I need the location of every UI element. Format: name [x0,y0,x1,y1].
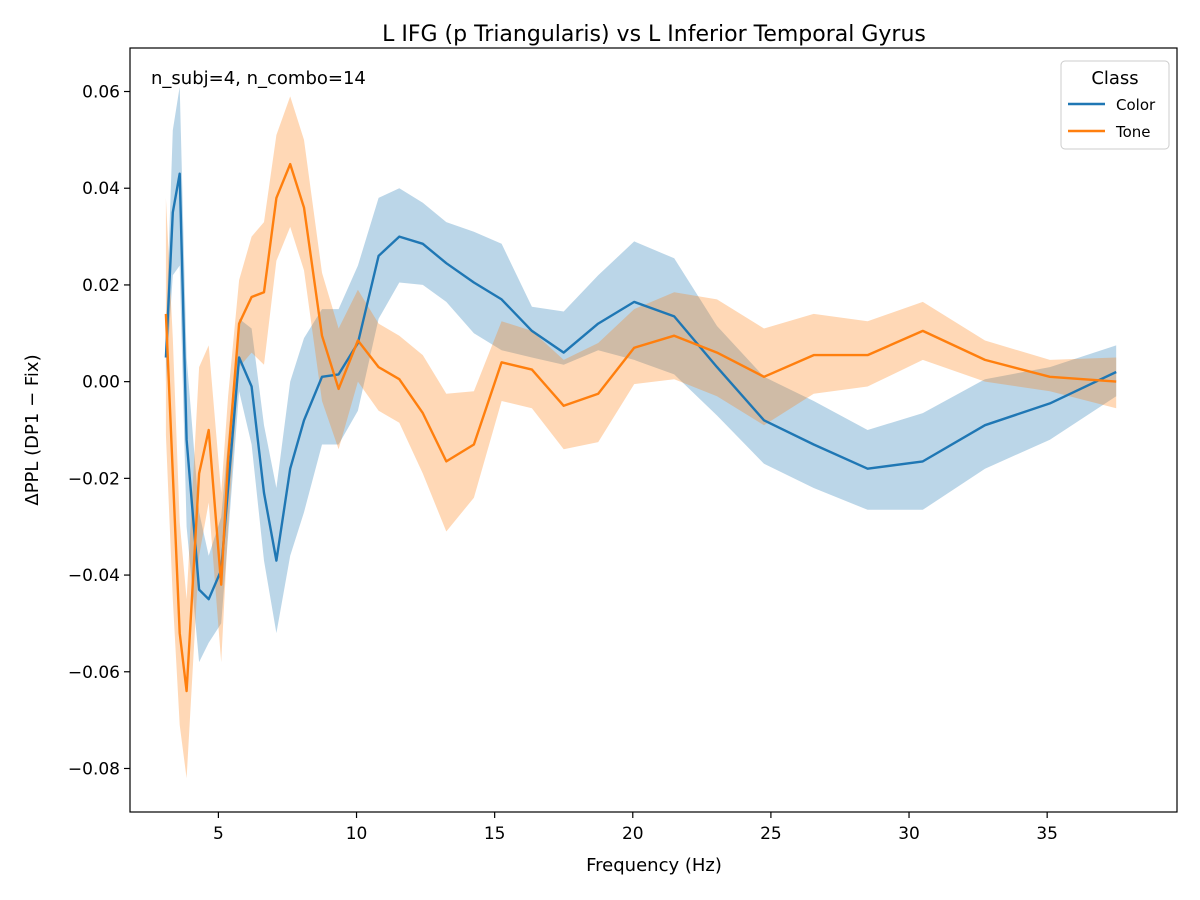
y-axis-ticks: −0.08 −0.06 −0.04 −0.02 0.00 0.02 0.04 0.06 [68,83,130,779]
series-line-color [164,172,1117,601]
sample-annotation: n_subj=4, n_combo=14 [151,68,366,89]
x-tick-label: 30 [898,824,920,844]
x-tick-label: 25 [760,824,782,844]
x-axis-label: Frequency (Hz) [586,855,722,876]
x-tick-label: 20 [622,824,644,844]
chart-title: L IFG (p Triangularis) vs L Inferior Tem… [382,22,926,47]
y-tick-label: 0.02 [82,276,120,296]
y-tick-label: −0.04 [68,566,120,586]
series-line-tone [164,162,1117,693]
plot-frame [129,47,1178,813]
y-tick-label: −0.06 [68,663,120,683]
y-axis-label: ΔPPL (DP1 − Fix) [22,354,43,505]
x-axis-ticks: 5 10 15 20 25 30 35 [213,812,1058,844]
y-tick-label: 0.00 [82,373,120,393]
legend-box [1060,60,1170,150]
x-tick-label: 15 [484,824,506,844]
band-color [165,86,1117,663]
y-tick-label: 0.06 [82,83,120,103]
x-tick-label: 5 [213,824,224,844]
x-tick-label: 10 [346,824,368,844]
confidence-bands [165,86,1117,779]
legend: Class Color Tone [1060,60,1170,150]
y-tick-label: −0.02 [68,469,120,489]
legend-label-tone: Tone [1115,123,1151,141]
legend-title: Class [1091,68,1138,89]
y-tick-label: −0.08 [68,759,120,779]
y-tick-label: 0.04 [82,179,120,199]
series-lines [164,162,1117,693]
x-tick-label: 35 [1036,824,1058,844]
legend-label-color: Color [1116,96,1156,114]
